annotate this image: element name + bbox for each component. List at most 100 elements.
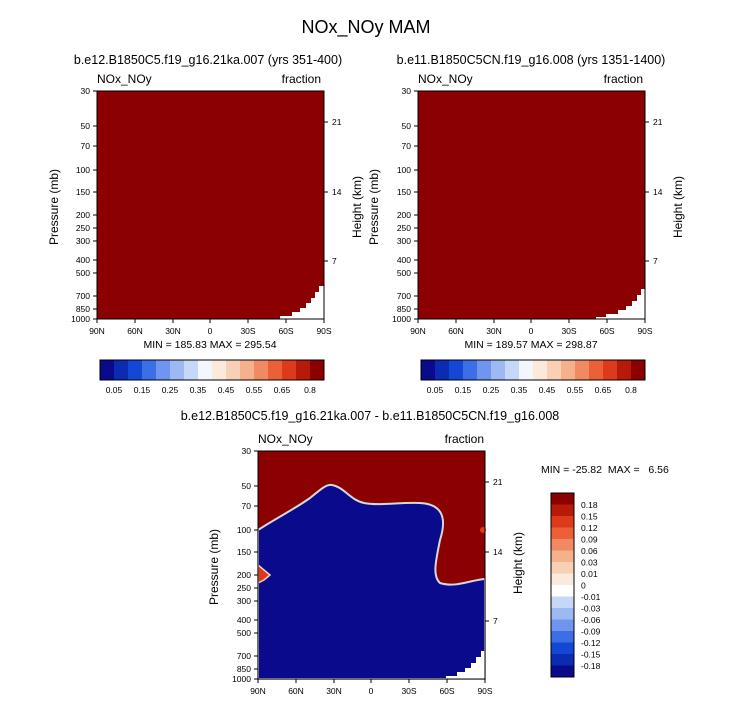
colorbar-label: 0.55	[567, 385, 584, 395]
colorbar-label: 0.06	[581, 546, 598, 556]
y-tick-label: 850	[237, 664, 251, 674]
y-tick-label: 700	[76, 291, 90, 301]
y-tick-label: 700	[237, 651, 251, 661]
colorbar-label: 0	[581, 581, 586, 591]
panel-2-y-axis-label: Pressure (mb)	[367, 169, 381, 245]
y-tick-label: 30	[81, 86, 91, 96]
y-tick-label: 200	[76, 210, 90, 220]
colorbar-label: 0.35	[190, 385, 207, 395]
panel-1-title: b.e12.B1850C5.f19_g16.21ka.007 (yrs 351-…	[74, 53, 342, 67]
colorbar-label: 0.25	[483, 385, 500, 395]
panel-2-plot-area	[417, 90, 646, 320]
panel-1-stats: MIN = 185.83 MAX = 295.54	[143, 339, 276, 351]
panel-2-units-label: fraction	[604, 72, 643, 86]
x-tick-label: 90N	[250, 686, 266, 696]
colorbar-label: -0.12	[581, 638, 601, 648]
x-tick-label: 60N	[127, 326, 143, 336]
colorbar-label: 0.35	[511, 385, 528, 395]
y2-tick-label: 14	[493, 547, 503, 557]
panel-3-stats: MIN = -25.82 MAX = 6.56	[541, 464, 669, 476]
panel-2-colorbar	[420, 359, 646, 381]
y-tick-label: 100	[237, 525, 251, 535]
y-tick-label: 700	[397, 291, 411, 301]
x-tick-label: 60N	[288, 686, 304, 696]
panel-2-stats: MIN = 189.57 MAX = 298.87	[464, 339, 597, 351]
panel-3: b.e12.B1850C5.f19_g16.21ka.007 - b.e11.B…	[181, 409, 669, 696]
panel-3-y-axis-label: Pressure (mb)	[207, 529, 221, 605]
y-tick-label: 200	[237, 570, 251, 580]
panel-2-title: b.e11.B1850C5CN.f19_g16.008 (yrs 1351-14…	[397, 53, 666, 67]
colorbar-label: 0.01	[581, 569, 598, 579]
panel-1-variable-label: NOx_NOy	[97, 72, 152, 86]
y2-tick-label: 7	[493, 616, 498, 626]
y-tick-label: 30	[402, 86, 412, 96]
panel-1-y2-ticks	[324, 121, 328, 262]
y2-tick-label: 7	[653, 256, 658, 266]
y-tick-label: 300	[237, 596, 251, 606]
x-tick-label: 90S	[477, 686, 492, 696]
x-tick-label: 30S	[561, 326, 576, 336]
colorbar-label: 0.65	[595, 385, 612, 395]
colorbar-label: 0.45	[218, 385, 235, 395]
colorbar-label: 0.15	[134, 385, 151, 395]
x-tick-label: 0	[369, 686, 374, 696]
y-tick-label: 150	[237, 547, 251, 557]
colorbar-label: 0.03	[581, 558, 598, 568]
colorbar-label: 0.65	[274, 385, 291, 395]
y-tick-label: 70	[402, 141, 412, 151]
panel-2-y2-axis-label: Height (km)	[671, 176, 685, 238]
y2-tick-label: 14	[332, 187, 342, 197]
y2-tick-label: 21	[493, 477, 503, 487]
x-tick-label: 30S	[240, 326, 255, 336]
colorbar-label: 0.45	[539, 385, 556, 395]
x-tick-label: 60N	[448, 326, 464, 336]
colorbar-label: 0.15	[581, 512, 598, 522]
y-tick-label: 500	[237, 628, 251, 638]
panel-2-variable-label: NOx_NOy	[418, 72, 473, 86]
panel-2-colorbar-labels: 0.05 0.15 0.25 0.35 0.45 0.55 0.65 0.8	[427, 385, 637, 395]
y-tick-label: 200	[397, 210, 411, 220]
x-tick-label: 60S	[439, 686, 454, 696]
panel-3-y-tick-labels: 30 50 70 100 150 200 250 300 400 500 700…	[232, 446, 251, 684]
panel-3-x-tick-labels: 90N 60N 30N 0 30S 60S 90S	[250, 686, 493, 696]
y-tick-label: 850	[76, 304, 90, 314]
y-tick-label: 250	[397, 223, 411, 233]
panel-2-y2-tick-labels: 21 14 7	[653, 117, 663, 266]
panel-1-plot-area	[96, 90, 325, 320]
y-tick-label: 400	[237, 615, 251, 625]
colorbar-label: -0.06	[581, 615, 601, 625]
panel-1-field	[97, 91, 324, 319]
panel-2-y-ticks	[414, 90, 418, 320]
y-tick-label: 250	[237, 583, 251, 593]
panel-3-y2-axis-label: Height (km)	[511, 532, 525, 594]
colorbar-label: 0.18	[581, 500, 598, 510]
x-tick-label: 30S	[401, 686, 416, 696]
panel-2-missing-data	[596, 289, 645, 319]
panel-3-x-ticks	[257, 679, 486, 683]
y-tick-label: 500	[397, 268, 411, 278]
panel-3-colorbar-labels: 0.18 0.15 0.12 0.09 0.06 0.03 0.01 0 -0.…	[581, 500, 601, 671]
panel-1-x-ticks	[96, 319, 325, 323]
panel-1-x-tick-labels: 90N 60N 30N 0 30S 60S 90S	[89, 326, 332, 336]
x-tick-label: 0	[208, 326, 213, 336]
panel-2-x-ticks	[417, 319, 646, 323]
panel-1-y-axis-label: Pressure (mb)	[47, 169, 61, 245]
panel-1-missing-data	[280, 286, 324, 319]
panel-2-y2-ticks	[645, 121, 649, 262]
y-tick-label: 70	[81, 141, 91, 151]
colorbar-label: 0.05	[427, 385, 444, 395]
panel-3-y-ticks	[254, 450, 258, 680]
y-tick-label: 100	[397, 165, 411, 175]
y-tick-label: 100	[76, 165, 90, 175]
y-tick-label: 50	[402, 121, 412, 131]
x-tick-label: 90S	[316, 326, 331, 336]
y-tick-label: 300	[76, 236, 90, 246]
x-tick-label: 90S	[637, 326, 652, 336]
panel-1-colorbar-labels: 0.05 0.15 0.25 0.35 0.45 0.55 0.65 0.8	[106, 385, 316, 395]
x-tick-label: 90N	[410, 326, 426, 336]
panel-1-units-label: fraction	[282, 72, 321, 86]
panel-1: b.e12.B1850C5.f19_g16.21ka.007 (yrs 351-…	[47, 53, 364, 395]
colorbar-label: -0.03	[581, 604, 601, 614]
y-tick-label: 300	[397, 236, 411, 246]
panel-3-variable-label: NOx_NOy	[258, 432, 313, 446]
